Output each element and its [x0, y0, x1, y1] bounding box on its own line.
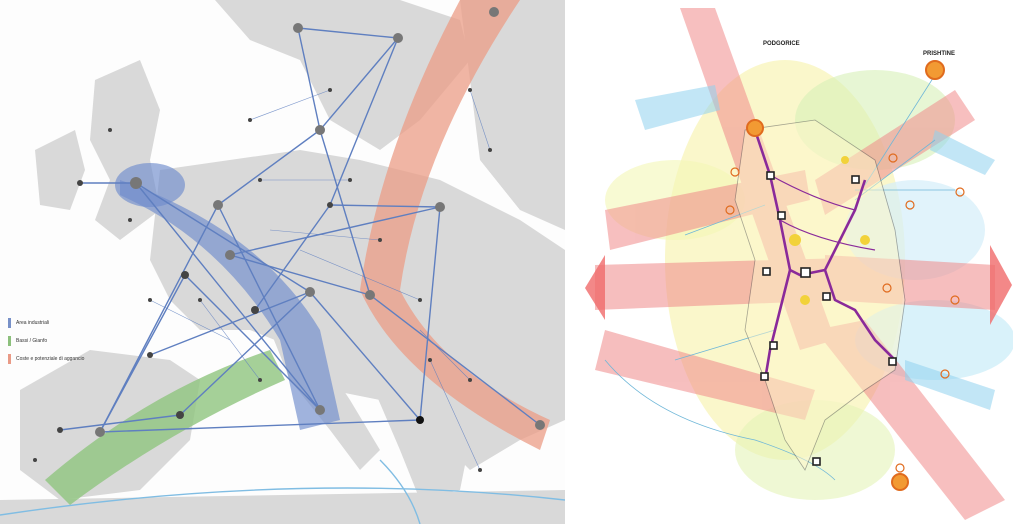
network-links [59, 27, 541, 433]
orange-hubs [746, 60, 945, 491]
legend-item-industrial: Area industriali [8, 314, 84, 332]
iberia [20, 350, 200, 500]
station-squares [760, 171, 897, 466]
coastal-corridor-band [360, 0, 550, 450]
legend-swatch [8, 318, 11, 328]
legend-swatch [8, 354, 11, 364]
blue-arrow-se [905, 360, 995, 410]
arrow-sw [595, 330, 815, 420]
arrowhead-east [990, 245, 1012, 325]
regional-corridor-map: PODGORICE PRISHTINE [575, 0, 1013, 524]
legend-swatch [8, 336, 11, 346]
legend-item-green: Bassi / Gianfo [8, 332, 84, 350]
yellow-markers [789, 156, 870, 305]
land-masses [0, 0, 565, 524]
europe-map-canvas [0, 0, 565, 524]
blue-arrow-nw [635, 85, 720, 130]
legend-label: Coste e potenziale di aggancio [16, 356, 85, 362]
arrowhead-west [585, 255, 605, 320]
label-prishtine: PRISHTINE [923, 51, 955, 57]
industrial-band-head [115, 163, 185, 207]
legend-label: Bassi / Gianfo [16, 338, 48, 344]
finland-russia [460, 0, 565, 230]
europe-network-map: Area industriali Bassi / Gianfo Coste e … [0, 0, 565, 524]
great-britain [90, 60, 160, 240]
blue-arrow-ne [930, 130, 995, 175]
main-route [753, 129, 896, 381]
legend-item-coastal: Coste e potenziale di aggancio [8, 350, 84, 368]
secondary-links [149, 89, 491, 471]
map-legend: Area industriali Bassi / Gianfo Coste e … [8, 314, 84, 368]
balkans-greece [370, 380, 470, 500]
scandinavia [215, 0, 470, 150]
legend-label: Area industriali [16, 320, 50, 326]
blue-flow-arrows [635, 85, 995, 410]
label-podgorice: PODGORICE [763, 41, 800, 47]
sea-route-2 [379, 459, 421, 524]
small-orange-markers [725, 153, 965, 473]
ireland [35, 130, 85, 210]
regional-map-canvas: PODGORICE PRISHTINE [585, 8, 1013, 520]
network-nodes [33, 7, 545, 472]
secondary-route [769, 174, 876, 251]
sea-route [0, 487, 565, 516]
north-africa [0, 490, 565, 524]
green-corridor-band [45, 350, 285, 505]
